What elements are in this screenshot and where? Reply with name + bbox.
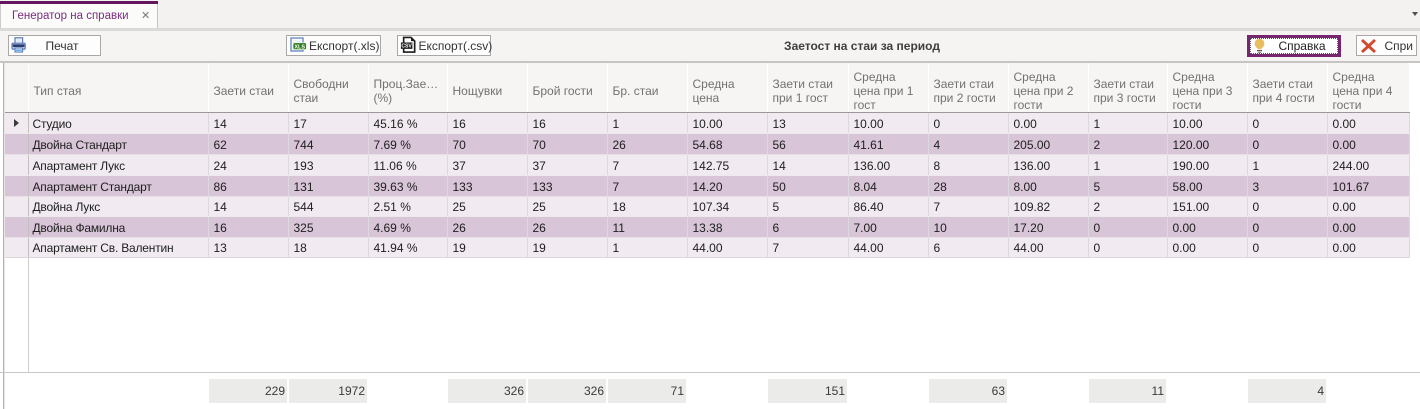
svg-text:CSV: CSV [401, 44, 412, 50]
svg-text:XLS: XLS [294, 44, 305, 50]
